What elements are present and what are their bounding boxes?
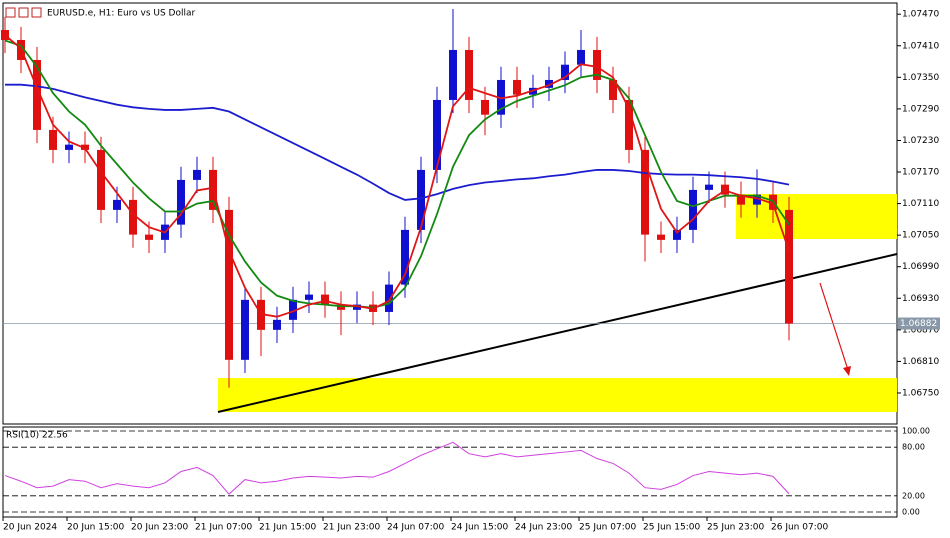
resistance-zone xyxy=(736,194,897,239)
x-tick-label: 24 Jun 07:00 xyxy=(387,523,444,533)
candle-body xyxy=(401,229,409,285)
moving-average xyxy=(4,34,790,318)
x-tick-label: 25 Jun 23:00 xyxy=(707,523,764,533)
candle-body xyxy=(33,59,41,130)
y-tick-label: 1.07230 xyxy=(902,136,939,146)
y-tick-label: 1.07290 xyxy=(902,104,939,114)
y-tick-label: 1.06750 xyxy=(902,388,939,398)
last-price-label: 1.06882 xyxy=(900,319,937,329)
x-tick-label: 21 Jun 15:00 xyxy=(259,523,316,533)
candle-body xyxy=(129,199,137,235)
candle-body xyxy=(273,319,281,330)
forecast-arrow xyxy=(819,282,849,371)
x-tick-label: 20 Jun 15:00 xyxy=(67,523,124,533)
candle-body xyxy=(465,49,473,100)
candle-body xyxy=(577,49,585,65)
candle-body xyxy=(113,199,121,210)
icon xyxy=(5,7,16,18)
x-tick-label: 26 Jun 07:00 xyxy=(771,523,828,533)
candle-body xyxy=(641,149,649,235)
candle-body xyxy=(513,79,521,95)
rsi-tick-label: 0.00 xyxy=(902,508,920,517)
candle-body xyxy=(225,209,233,360)
candle-body xyxy=(593,49,601,80)
candle-body xyxy=(193,169,201,180)
icon xyxy=(31,7,42,18)
candle-body xyxy=(561,64,569,80)
moving-average xyxy=(5,83,790,201)
candle-body xyxy=(305,294,313,300)
x-tick-label: 20 Jun 23:00 xyxy=(131,523,188,533)
rsi-panel xyxy=(2,426,898,518)
support-zone xyxy=(218,378,897,412)
candle-body xyxy=(609,79,617,100)
y-tick-label: 1.07110 xyxy=(902,199,939,209)
last-price-badge xyxy=(898,317,940,330)
y-tick-label: 1.07410 xyxy=(902,41,939,51)
icon xyxy=(18,7,29,18)
candle-body xyxy=(49,129,57,150)
candle-body xyxy=(625,99,633,150)
candle-body xyxy=(497,79,505,115)
y-tick-label: 1.07170 xyxy=(902,168,939,178)
chart-title: EURUSD.e, H1: Euro vs US Dollar xyxy=(47,9,196,19)
candle-body xyxy=(65,144,73,150)
candle-body xyxy=(81,144,89,150)
moving-average xyxy=(4,39,790,309)
candle-body xyxy=(673,229,681,240)
candle-body xyxy=(241,299,249,360)
rsi-tick-label: 20.00 xyxy=(902,491,925,500)
y-tick-label: 1.06810 xyxy=(902,357,939,367)
plot: 1.07470 1.07410 1.07350 1.07290 1.07230 1.071… xyxy=(1,8,940,533)
rsi-tick-label: 80.00 xyxy=(902,443,925,452)
rsi-title: RSI(10) 22.56 xyxy=(6,431,68,441)
x-tick-label: 25 Jun 15:00 xyxy=(643,523,700,533)
candle-body xyxy=(753,194,761,205)
candle-body xyxy=(449,49,457,100)
forecast-arrow-head xyxy=(843,366,851,376)
candle-body xyxy=(657,234,665,240)
candle-body xyxy=(177,179,185,225)
candle-body xyxy=(433,99,441,170)
x-tick-label: 24 Jun 15:00 xyxy=(451,523,508,533)
x-tick-label: 21 Jun 07:00 xyxy=(195,523,252,533)
x-tick-label: 25 Jun 07:00 xyxy=(579,523,636,533)
x-tick-label: 21 Jun 23:00 xyxy=(323,523,380,533)
y-tick-label: 1.07470 xyxy=(902,10,939,20)
x-tick-label: 20 Jun 2024 xyxy=(3,523,57,533)
candle-body xyxy=(417,169,425,230)
x-tick-label: 24 Jun 23:00 xyxy=(515,523,572,533)
candle-body xyxy=(353,304,361,310)
candle-body xyxy=(481,99,489,115)
y-tick-label: 1.06870 xyxy=(902,325,939,335)
rsi-line xyxy=(4,441,790,495)
y-tick-label: 1.06930 xyxy=(902,294,939,304)
candle-body xyxy=(705,184,713,190)
candle-body xyxy=(1,29,9,40)
candle-body xyxy=(785,209,793,324)
trend-line xyxy=(217,253,898,413)
candle-body xyxy=(289,299,297,320)
candle-body xyxy=(145,234,153,240)
y-tick-label: 1.06990 xyxy=(902,262,939,272)
rsi-tick-label: 100.00 xyxy=(902,427,930,436)
candle-body xyxy=(545,79,553,88)
y-tick-label: 1.07050 xyxy=(902,231,939,241)
candle-body xyxy=(385,284,393,312)
candle-body xyxy=(737,194,745,205)
y-tick-label: 1.07350 xyxy=(902,73,939,83)
candle-body xyxy=(689,189,697,230)
candle-body xyxy=(321,294,329,305)
candle-body xyxy=(337,304,345,310)
candle-body xyxy=(97,149,105,210)
